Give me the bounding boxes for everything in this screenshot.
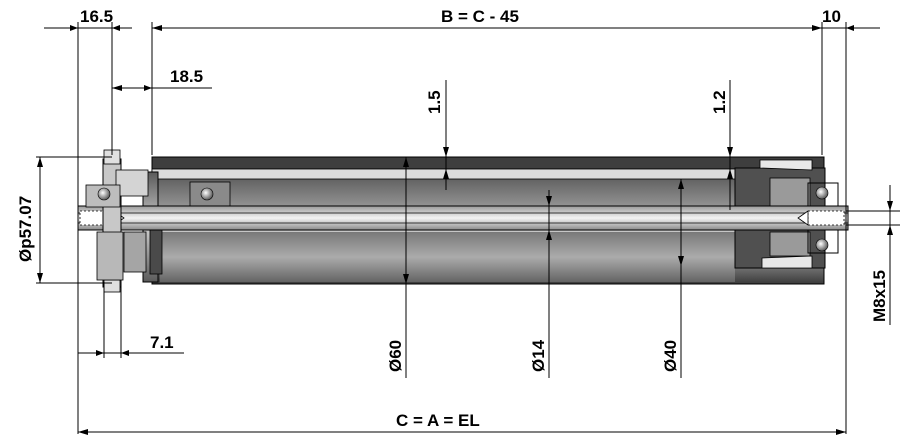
dim-inner-diameter: Ø40 bbox=[661, 340, 680, 372]
dim-top-main: B = C - 45 bbox=[441, 7, 519, 26]
dim-top-left: 16.5 bbox=[80, 7, 113, 26]
tube-wall-top bbox=[151, 156, 825, 170]
bearing-ball-icon bbox=[97, 187, 111, 201]
right-thread-icon bbox=[807, 210, 845, 226]
dim-tube-diameter: Ø60 bbox=[386, 340, 405, 372]
bearing-ball-icon bbox=[815, 186, 829, 200]
bearing-ball-icon bbox=[815, 238, 829, 252]
sprocket bbox=[85, 149, 149, 293]
dim-shaft-diameter: Ø14 bbox=[529, 339, 548, 372]
dim-flange-offset: 18.5 bbox=[170, 67, 203, 86]
dim-wall-right: 1.2 bbox=[710, 90, 729, 114]
bearing-ball-icon bbox=[200, 187, 214, 201]
dimension-lines bbox=[36, 22, 900, 435]
dim-overall-length: C = A = EL bbox=[396, 411, 480, 430]
shaft bbox=[77, 205, 849, 231]
dim-sprocket-width: 7.1 bbox=[150, 333, 174, 352]
dim-thread: M8x15 bbox=[870, 270, 889, 322]
dim-wall-top: 1.5 bbox=[425, 90, 444, 114]
dim-sprocket-diameter: Øp57.07 bbox=[16, 196, 35, 262]
dim-top-right: 10 bbox=[822, 7, 841, 26]
